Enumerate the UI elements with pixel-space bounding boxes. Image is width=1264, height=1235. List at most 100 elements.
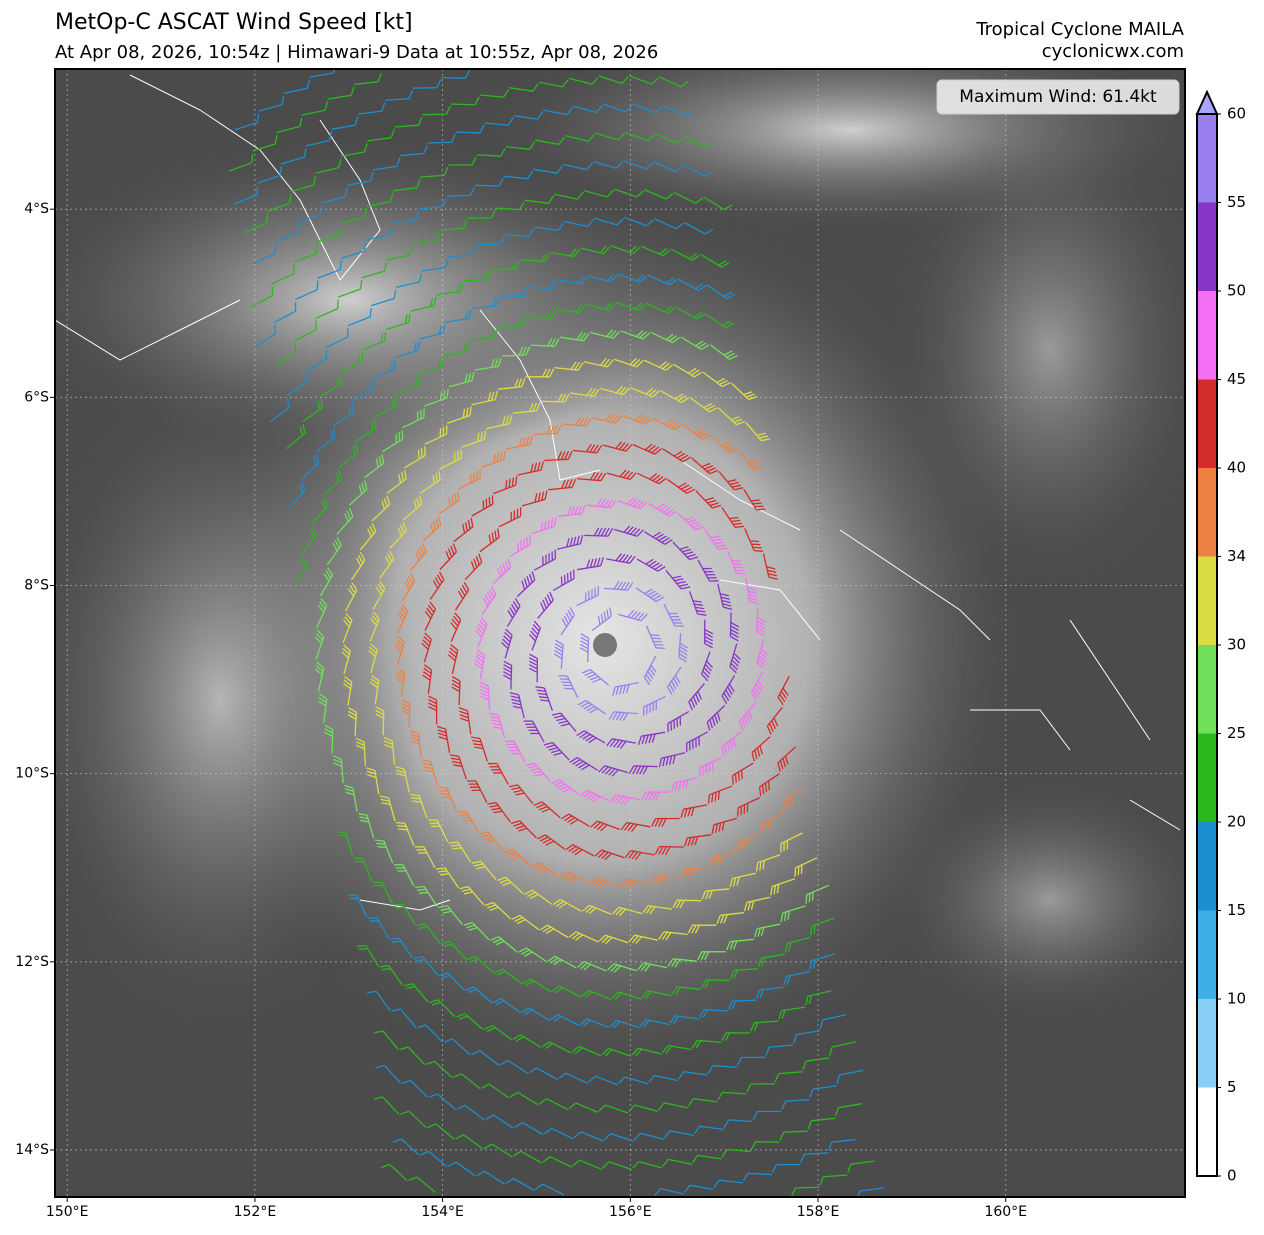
wind-barb <box>721 731 742 756</box>
wind-barb <box>746 1083 775 1093</box>
wind-barb <box>386 246 413 261</box>
wind-barb <box>698 1009 728 1019</box>
wind-barb <box>385 313 411 331</box>
wind-barb <box>375 1064 402 1084</box>
wind-barb <box>636 558 666 572</box>
wind-barb <box>487 802 511 823</box>
wind-barb <box>395 341 421 359</box>
wind-barb <box>314 661 325 692</box>
wind-barb <box>471 390 499 406</box>
wind-barb <box>461 430 487 448</box>
wind-barb <box>234 113 260 131</box>
wind-barb <box>662 448 692 463</box>
wind-barb <box>625 131 655 142</box>
wind-barb <box>521 490 548 507</box>
wind-barb <box>429 999 456 1018</box>
wind-barb <box>809 953 835 970</box>
colorbar-label: 55 <box>1227 193 1246 211</box>
wind-barb <box>641 791 670 801</box>
wind-barb <box>591 607 612 632</box>
wind-barb <box>554 361 584 371</box>
colorbar-label: 34 <box>1227 547 1246 565</box>
wind-barb <box>492 476 518 495</box>
wind-barb <box>252 134 278 152</box>
wind-barb <box>489 712 506 739</box>
wind-barb <box>704 528 728 550</box>
wind-barb <box>582 904 612 916</box>
wind-barb <box>650 331 680 344</box>
wind-barb <box>385 90 414 102</box>
wind-barb <box>389 522 407 549</box>
wind-barb <box>637 472 667 485</box>
colorbar-label: 15 <box>1227 901 1246 919</box>
wind-barb <box>755 986 784 999</box>
wind-barb <box>364 454 385 479</box>
wind-barb <box>337 830 354 857</box>
wind-barb <box>448 371 475 388</box>
wind-barb <box>412 231 440 245</box>
colorbar-segment <box>1197 910 1217 999</box>
wind-barb <box>521 1007 550 1021</box>
wind-barb <box>611 681 639 696</box>
wind-barb <box>800 1152 829 1163</box>
wind-barb <box>572 105 603 114</box>
wind-barb <box>524 889 553 905</box>
wind-barb <box>706 705 726 731</box>
wind-barb <box>274 224 299 243</box>
wind-barb <box>721 1148 751 1158</box>
wind-barb <box>535 136 565 146</box>
wind-barb <box>745 421 771 442</box>
wind-barb <box>484 117 514 126</box>
wind-barb <box>730 382 758 401</box>
wind-barb <box>368 643 378 674</box>
y-tick-label: 4°S <box>24 201 49 217</box>
wind-barb <box>598 934 629 945</box>
wind-barb <box>456 1104 485 1121</box>
wind-barb <box>505 1177 535 1191</box>
wind-barb <box>347 307 372 327</box>
colorbar-label: 10 <box>1227 990 1246 1008</box>
wind-barb <box>581 668 609 686</box>
wind-barb <box>421 759 438 786</box>
wind-barb <box>569 757 599 771</box>
wind-barb <box>441 940 467 960</box>
wind-barb <box>294 320 317 342</box>
wind-barb <box>403 983 429 1003</box>
wind-barb <box>439 219 468 231</box>
wind-barb <box>464 553 483 581</box>
wind-barb <box>755 854 781 872</box>
wind-barb <box>750 671 764 701</box>
wind-barb <box>711 435 738 454</box>
wind-barb <box>275 343 297 366</box>
wind-barb <box>610 794 640 806</box>
wind-barb <box>512 1034 542 1049</box>
wind-barb <box>436 282 464 296</box>
wind-barb <box>697 951 726 961</box>
wind-barb <box>563 162 593 171</box>
wind-barb <box>418 198 447 210</box>
wind-barb <box>347 894 368 918</box>
wind-barb <box>353 857 373 882</box>
wind-barb <box>556 534 584 550</box>
wind-barb <box>654 1187 684 1196</box>
wind-barb <box>557 275 588 285</box>
wind-barb <box>687 924 717 934</box>
wind-barb <box>688 683 705 711</box>
wind-barb <box>581 989 612 1001</box>
wind-barb <box>522 978 552 993</box>
wind-barb <box>543 107 573 116</box>
wind-barb <box>551 712 577 733</box>
wind-barb <box>721 506 745 528</box>
wind-barb <box>305 131 333 147</box>
wind-barb <box>538 1098 569 1111</box>
wind-barb <box>524 195 555 204</box>
wind-barb <box>362 331 387 351</box>
x-tick-label: 158°E <box>797 1204 840 1220</box>
wind-barb <box>424 601 436 631</box>
wind-barb <box>356 944 379 967</box>
wind-barb <box>613 188 644 198</box>
wind-barb <box>438 905 463 926</box>
wind-barb <box>603 1132 634 1142</box>
wind-barb <box>355 737 367 766</box>
wind-barb <box>484 901 512 920</box>
